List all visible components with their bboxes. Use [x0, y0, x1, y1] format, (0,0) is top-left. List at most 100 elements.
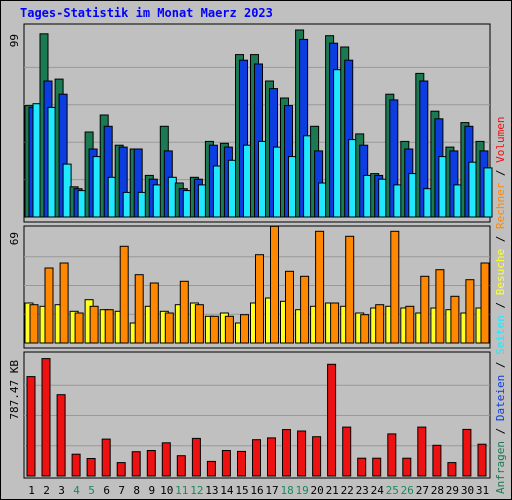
x-axis-day-label: 19 [295, 484, 308, 497]
x-axis-day-label: 21 [326, 484, 339, 497]
x-axis-day-label: 17 [265, 484, 278, 497]
bar-volumen [56, 394, 66, 477]
bar-rechner [405, 305, 415, 344]
bar-volumen [71, 453, 81, 477]
legend-separator: / [494, 421, 507, 441]
x-axis-day-label: 12 [190, 484, 203, 497]
chart-title: Tages-Statistik im Monat Maerz 2023 [20, 6, 273, 20]
x-axis-day-label: 1 [28, 484, 35, 497]
x-axis-day-label: 18 [280, 484, 293, 497]
bar-rechner [330, 302, 340, 344]
bar-rechner [29, 304, 39, 344]
bar-volumen [41, 358, 51, 477]
x-axis-day-label: 24 [371, 484, 385, 497]
bar-volumen [131, 451, 141, 477]
x-axis-day-label: 29 [446, 484, 459, 497]
bar-rechner [270, 225, 279, 344]
bar-rechner [119, 245, 129, 344]
x-axis-day-label: 13 [205, 484, 218, 497]
bar-volumen [447, 462, 457, 477]
bar-rechner [179, 280, 189, 344]
bar-rechner [149, 282, 159, 344]
bar-rechner [465, 279, 475, 344]
x-axis-day-label: 26 [401, 484, 414, 497]
bar-volumen [462, 428, 472, 477]
bar-volumen [312, 436, 322, 477]
bar-rechner [450, 295, 460, 344]
legend-volumen: Volumen [494, 116, 507, 162]
bar-rechner [224, 315, 234, 344]
bar-volumen [161, 442, 171, 477]
x-axis-day-label: 7 [118, 484, 125, 497]
bar-volumen [191, 437, 201, 477]
bar-volumen [297, 430, 307, 477]
bar-volumen [282, 429, 291, 477]
bar-rechner [59, 262, 69, 344]
legend-separator: / [494, 229, 507, 249]
bar-volumen [116, 462, 126, 477]
x-axis-day-label: 25 [386, 484, 399, 497]
bar-volumen [327, 363, 337, 477]
bar-volumen [237, 450, 246, 477]
bar-volumen [432, 444, 442, 477]
bar-volumen [26, 376, 36, 477]
bar-volumen [477, 443, 487, 477]
x-axis-day-label: 31 [476, 484, 489, 497]
bar-volumen [206, 460, 216, 477]
bar-volumen [176, 455, 186, 477]
legend-separator: / [494, 163, 507, 183]
bar-rechner [345, 235, 355, 344]
bar-volumen [372, 457, 382, 477]
x-axis-day-label: 9 [148, 484, 155, 497]
bar-rechner [74, 312, 84, 344]
bar-rechner [480, 262, 490, 344]
bar-volumen [101, 438, 111, 477]
x-axis-day-label: 8 [133, 484, 140, 497]
bar-rechner [240, 314, 249, 344]
x-axis-day-label: 5 [88, 484, 95, 497]
bar-volumen [357, 457, 367, 477]
bar-rechner [300, 275, 310, 344]
bar-volumen [267, 437, 276, 477]
bar-rechner [315, 230, 325, 344]
bar-volumen [146, 450, 156, 477]
bar-rechner [134, 274, 144, 344]
x-axis-day-label: 10 [160, 484, 173, 497]
y-axis-max-label: 69 [8, 232, 21, 245]
x-axis-day-label: 3 [58, 484, 65, 497]
bar-rechner [375, 304, 385, 344]
legend-rechner: Rechner [494, 182, 507, 229]
bar-rechner [194, 304, 204, 344]
x-axis-day-label: 4 [73, 484, 80, 497]
bar-rechner [360, 314, 370, 344]
x-axis-day-label: 30 [461, 484, 474, 497]
y-axis-max-label: 787.47 KB [8, 360, 21, 420]
x-axis-day-label: 11 [175, 484, 188, 497]
x-axis-day-label: 20 [310, 484, 323, 497]
bar-rechner [390, 230, 400, 344]
legend-dateien: Dateien [494, 375, 507, 421]
legend-separator: / [494, 295, 507, 315]
legend-anfragen: Anfragen [494, 441, 507, 494]
x-axis-day-label: 28 [431, 484, 444, 497]
x-axis-day-label: 22 [341, 484, 354, 497]
x-axis-day-label: 14 [220, 484, 234, 497]
x-axis-day-label: 2 [43, 484, 50, 497]
bar-rechner [164, 312, 174, 344]
side-legend: Anfragen / Dateien / Seiten / Besuche / … [494, 116, 507, 494]
x-axis-day-label: 16 [250, 484, 263, 497]
bar-volumen [402, 457, 412, 477]
x-axis-day-label: 15 [235, 484, 248, 497]
bar-volumen [252, 439, 261, 477]
bar-volumen [221, 450, 231, 477]
bar-volumen [417, 426, 427, 477]
bar-rechner [435, 269, 445, 344]
bar-rechner [44, 267, 54, 344]
bar-volumen [342, 426, 352, 477]
x-axis-day-label: 6 [103, 484, 110, 497]
legend-separator: / [494, 355, 507, 375]
y-axis-max-label: 99 [8, 34, 21, 47]
legend-seiten: Seiten [494, 315, 507, 355]
bar-rechner [420, 275, 430, 344]
